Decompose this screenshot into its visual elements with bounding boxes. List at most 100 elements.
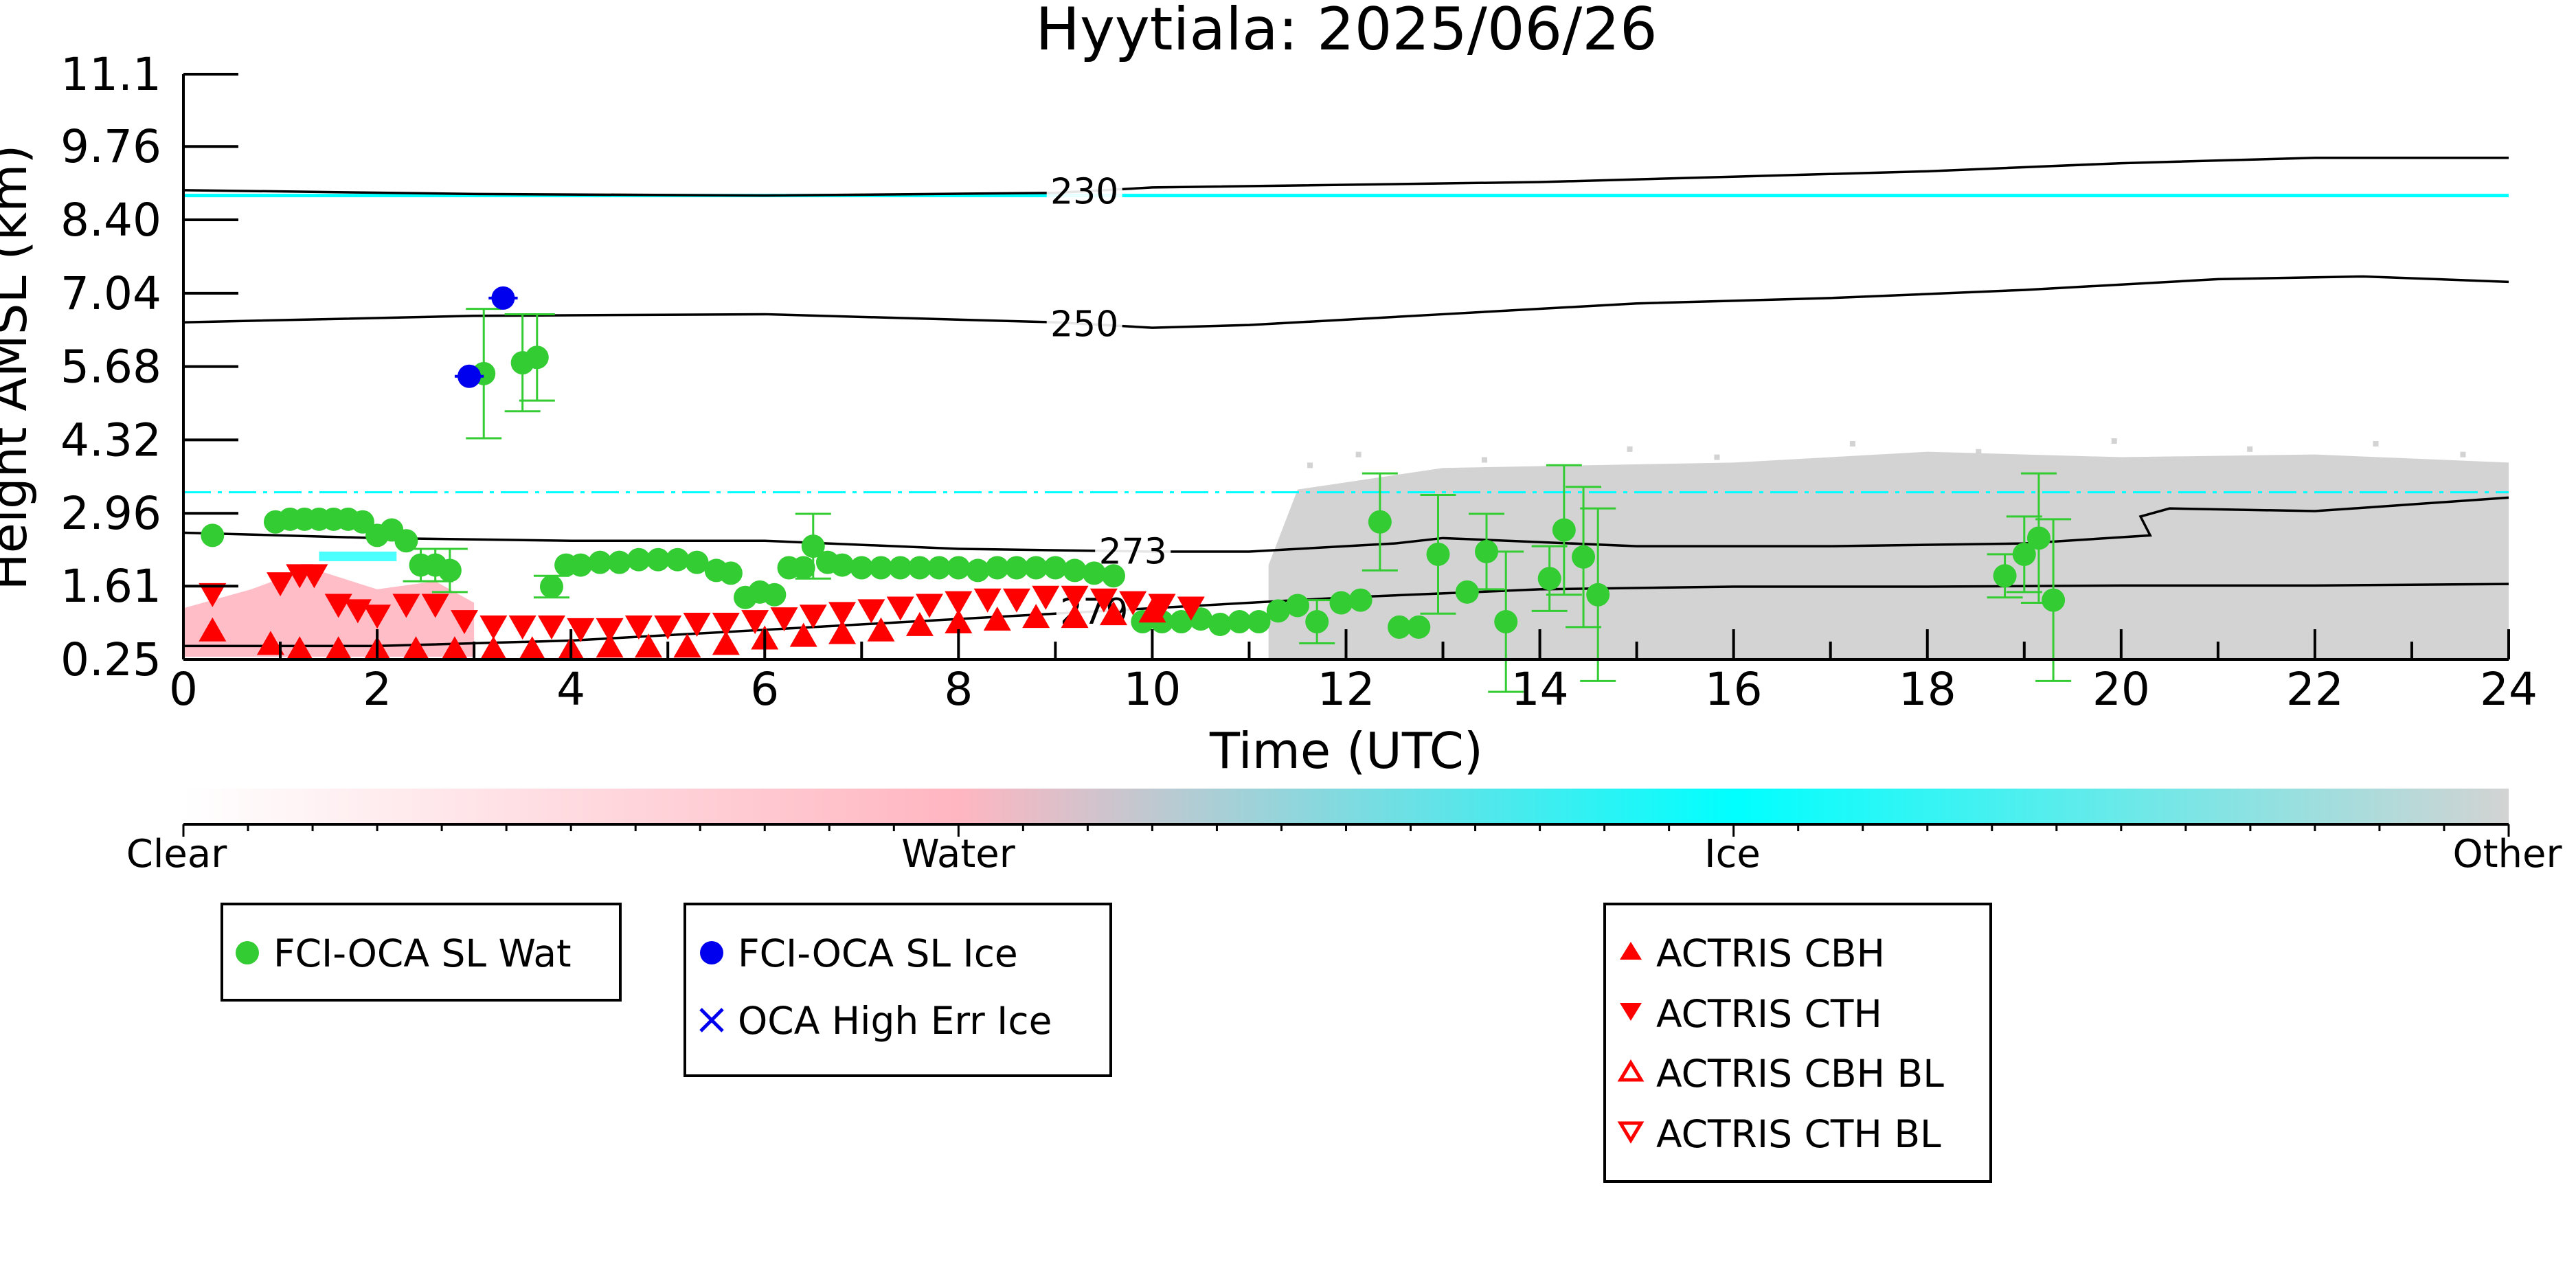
marker-actris-cbh — [324, 636, 352, 661]
marker-actris-cbh — [983, 607, 1011, 631]
marker-fci-oca-sl-wat — [1305, 610, 1329, 634]
other-speckle — [1481, 457, 1487, 463]
legend-label-actris-cth-bl: ACTRIS CTH BL — [1656, 1112, 1941, 1156]
legend-label-fci-oca-sl-wat: FCI-OCA SL Wat — [273, 931, 572, 975]
x-tick-label: 22 — [2286, 663, 2344, 716]
other-speckle — [2247, 446, 2253, 452]
other-speckle — [1627, 446, 1633, 452]
marker-fci-oca-sl-wat — [1475, 539, 1499, 563]
x-tick-label: 24 — [2480, 663, 2538, 716]
legend-label-oca-high-err-ice: OCA High Err Ice — [738, 999, 1052, 1043]
y-tick-label: 4.32 — [60, 414, 161, 466]
marker-actris-cbh — [673, 633, 701, 658]
ice-classification-patch — [319, 551, 397, 561]
marker-fci-oca-sl-wat — [1552, 518, 1576, 542]
marker-fci-oca-sl-wat — [1004, 556, 1028, 580]
marker-fci-oca-sl-wat — [1368, 510, 1392, 534]
marker-actris-cbh — [518, 636, 546, 661]
contour-line-273 — [183, 496, 2509, 553]
marker-actris-cth — [712, 613, 740, 637]
marker-fci-oca-sl-wat — [719, 561, 743, 585]
legend-marker-actris-cth-bl — [1617, 1121, 1645, 1144]
contour-line-250 — [183, 275, 2509, 329]
marker-actris-cbh — [199, 617, 227, 642]
legend-actris: ACTRIS CBH ACTRIS CTH ACTRIS CBH BL ACTR… — [1603, 903, 1992, 1183]
other-speckle — [1307, 462, 1313, 468]
marker-actris-cbh — [479, 636, 508, 661]
contour-label-bg — [1046, 173, 1122, 210]
colorbar-label-other: Other — [2452, 832, 2562, 877]
marker-actris-cth — [741, 610, 769, 635]
marker-actris-cth — [421, 594, 449, 618]
legend-label-actris-cbh-bl: ACTRIS CBH BL — [1656, 1052, 1944, 1096]
marker-actris-cth — [300, 564, 328, 589]
marker-fci-oca-sl-wat — [1388, 615, 1412, 639]
y-tick-label: 9.76 — [60, 120, 161, 173]
marker-fci-oca-sl-wat — [985, 556, 1009, 580]
marker-fci-oca-sl-wat — [1266, 599, 1290, 623]
marker-fci-oca-sl-wat — [588, 550, 612, 574]
y-tick-label: 2.96 — [60, 487, 161, 540]
marker-fci-oca-sl-wat — [1285, 594, 1309, 618]
marker-actris-cth — [1032, 585, 1060, 610]
marker-fci-oca-sl-wat — [966, 558, 990, 583]
marker-actris-cbh — [635, 633, 662, 658]
marker-fci-oca-sl-wat — [1572, 545, 1596, 569]
marker-fci-oca-sl-wat — [907, 556, 931, 580]
marker-actris-cth — [451, 610, 479, 635]
x-tick-label: 4 — [556, 663, 585, 716]
other-speckle — [1355, 451, 1362, 457]
marker-fci-oca-sl-wat — [801, 534, 825, 558]
contour-label-230: 230 — [1050, 171, 1118, 212]
x-tick-label: 20 — [2092, 663, 2150, 716]
other-speckle — [1849, 440, 1855, 447]
y-tick-label: 11.1 — [60, 48, 161, 101]
colorbar — [183, 789, 2509, 824]
other-speckle — [2460, 451, 2466, 457]
marker-fci-oca-sl-wat — [569, 553, 593, 577]
marker-actris-cth — [624, 615, 653, 640]
marker-actris-cbh — [867, 617, 895, 642]
marker-actris-cth — [537, 615, 565, 640]
marker-fci-oca-sl-wat — [666, 547, 690, 572]
other-speckle — [2373, 440, 2379, 447]
marker-actris-cth — [199, 583, 227, 607]
legend-label-fci-oca-sl-ice: FCI-OCA SL Ice — [738, 931, 1018, 975]
marker-actris-cth — [973, 588, 1002, 613]
marker-fci-oca-sl-wat — [685, 550, 709, 574]
marker-actris-cbh — [1138, 598, 1166, 623]
y-axis-label: Height AMSL (km) — [0, 145, 38, 591]
marker-fci-oca-sl-wat — [525, 346, 549, 370]
data-markers — [199, 286, 2072, 693]
marker-fci-oca-sl-wat — [607, 550, 631, 574]
other-classification-area — [1268, 451, 2509, 659]
legend-marker-oca-high-err-ice — [699, 1008, 724, 1032]
other-speckle — [1976, 449, 1982, 455]
marker-fci-oca-sl-wat — [1228, 610, 1252, 634]
marker-fci-oca-sl-wat — [1208, 612, 1232, 636]
legend-satellite-ice: FCI-OCA SL Ice OCA High Err Ice — [683, 903, 1112, 1077]
axes: 0 2 4 6 8 10 12 14 16 18 20 22 240.251.612.964.325.6… — [60, 48, 2538, 716]
marker-actris-cbh — [905, 611, 934, 636]
marker-actris-cbh — [596, 633, 624, 658]
y-tick-label: 8.40 — [60, 194, 161, 247]
marker-fci-oca-sl-wat — [831, 553, 855, 577]
colorbar-label-clear: Clear — [126, 832, 227, 877]
marker-actris-cth — [654, 615, 682, 640]
legend-marker-fci-oca-sl-wat — [236, 941, 259, 964]
other-speckle — [1714, 454, 1720, 460]
marker-fci-oca-sl-wat — [1586, 583, 1610, 607]
marker-fci-oca-sl-wat — [646, 547, 670, 572]
legend-label-actris-cth: ACTRIS CTH — [1656, 992, 1882, 1036]
marker-actris-cth — [1061, 585, 1089, 610]
marker-actris-cbh — [712, 631, 740, 655]
marker-fci-oca-sl-wat — [539, 574, 563, 598]
x-tick-label: 14 — [1511, 663, 1569, 716]
other-speckle — [2111, 438, 2117, 444]
x-tick-label: 2 — [363, 663, 392, 716]
marker-fci-oca-sl-wat — [762, 583, 787, 607]
x-tick-label: 18 — [1899, 663, 1956, 716]
marker-fci-oca-sl-wat — [1455, 580, 1479, 604]
